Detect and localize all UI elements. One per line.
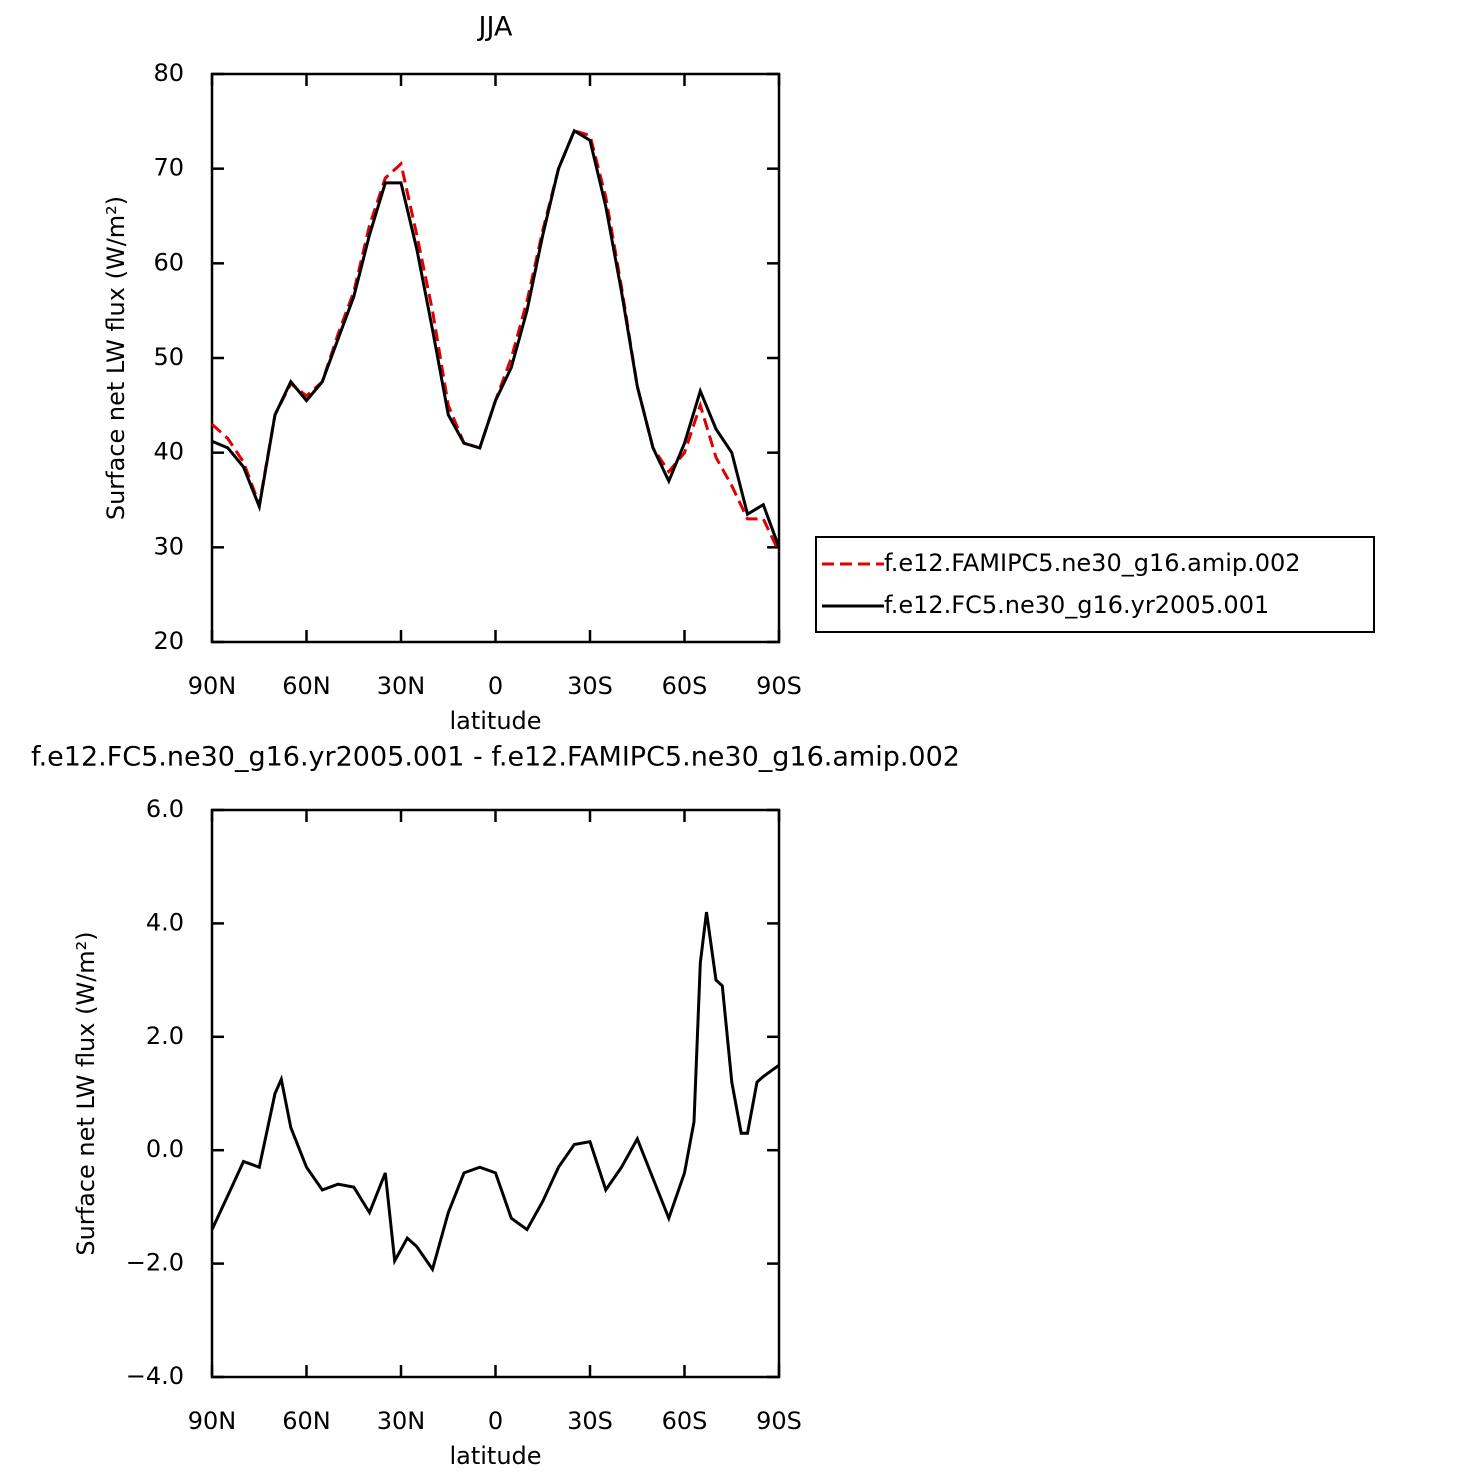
x-tick-label: 90N xyxy=(188,1407,237,1435)
x-axis-label: latitude xyxy=(449,1442,541,1470)
x-tick-label: 60N xyxy=(282,1407,331,1435)
y-tick-label: 30 xyxy=(153,532,184,560)
y-tick-label: 80 xyxy=(153,59,184,87)
x-tick-label: 0 xyxy=(488,1407,503,1435)
y-tick-label: 60 xyxy=(153,248,184,276)
y-tick-label: −2.0 xyxy=(126,1249,184,1277)
y-axis-label: Surface net LW flux (W/m²) xyxy=(102,196,130,520)
data-line xyxy=(210,911,780,1273)
y-tick-label: 4.0 xyxy=(146,908,184,936)
plot-frame xyxy=(210,72,781,644)
y-tick-label: 70 xyxy=(153,154,184,182)
x-tick-label: 30S xyxy=(567,1407,613,1435)
y-tick-label: −4.0 xyxy=(126,1362,184,1390)
x-tick-label: 30N xyxy=(377,1407,426,1435)
x-tick-label: 30N xyxy=(377,672,426,700)
x-tick-label: 30S xyxy=(567,672,613,700)
y-tick-label: 0.0 xyxy=(146,1135,184,1163)
y-tick-label: 2.0 xyxy=(146,1022,184,1050)
y-tick-label: 20 xyxy=(153,627,184,655)
x-tick-label: 90S xyxy=(756,672,802,700)
x-tick-label: 60S xyxy=(662,1407,708,1435)
chart-title: JJA xyxy=(477,12,513,43)
x-tick-label: 90N xyxy=(188,672,237,700)
y-axis-label: Surface net LW flux (W/m²) xyxy=(72,931,100,1255)
data-line xyxy=(210,128,781,553)
x-tick-label: 60N xyxy=(282,672,331,700)
y-tick-label: 40 xyxy=(153,438,184,466)
data-line xyxy=(211,128,781,548)
y-tick-label: 6.0 xyxy=(146,795,184,823)
chart-title: f.e12.FC5.ne30_g16.yr2005.001 - f.e12.FA… xyxy=(31,742,960,773)
x-axis-label: latitude xyxy=(449,707,541,735)
x-tick-label: 60S xyxy=(662,672,708,700)
x-tick-label: 90S xyxy=(756,1407,802,1435)
y-tick-label: 50 xyxy=(153,343,184,371)
legend-box xyxy=(815,536,1375,633)
x-tick-label: 0 xyxy=(488,672,503,700)
legend-label: f.e12.FC5.ne30_g16.yr2005.001 xyxy=(884,591,1269,619)
legend-label: f.e12.FAMIPC5.ne30_g16.amip.002 xyxy=(884,549,1301,577)
